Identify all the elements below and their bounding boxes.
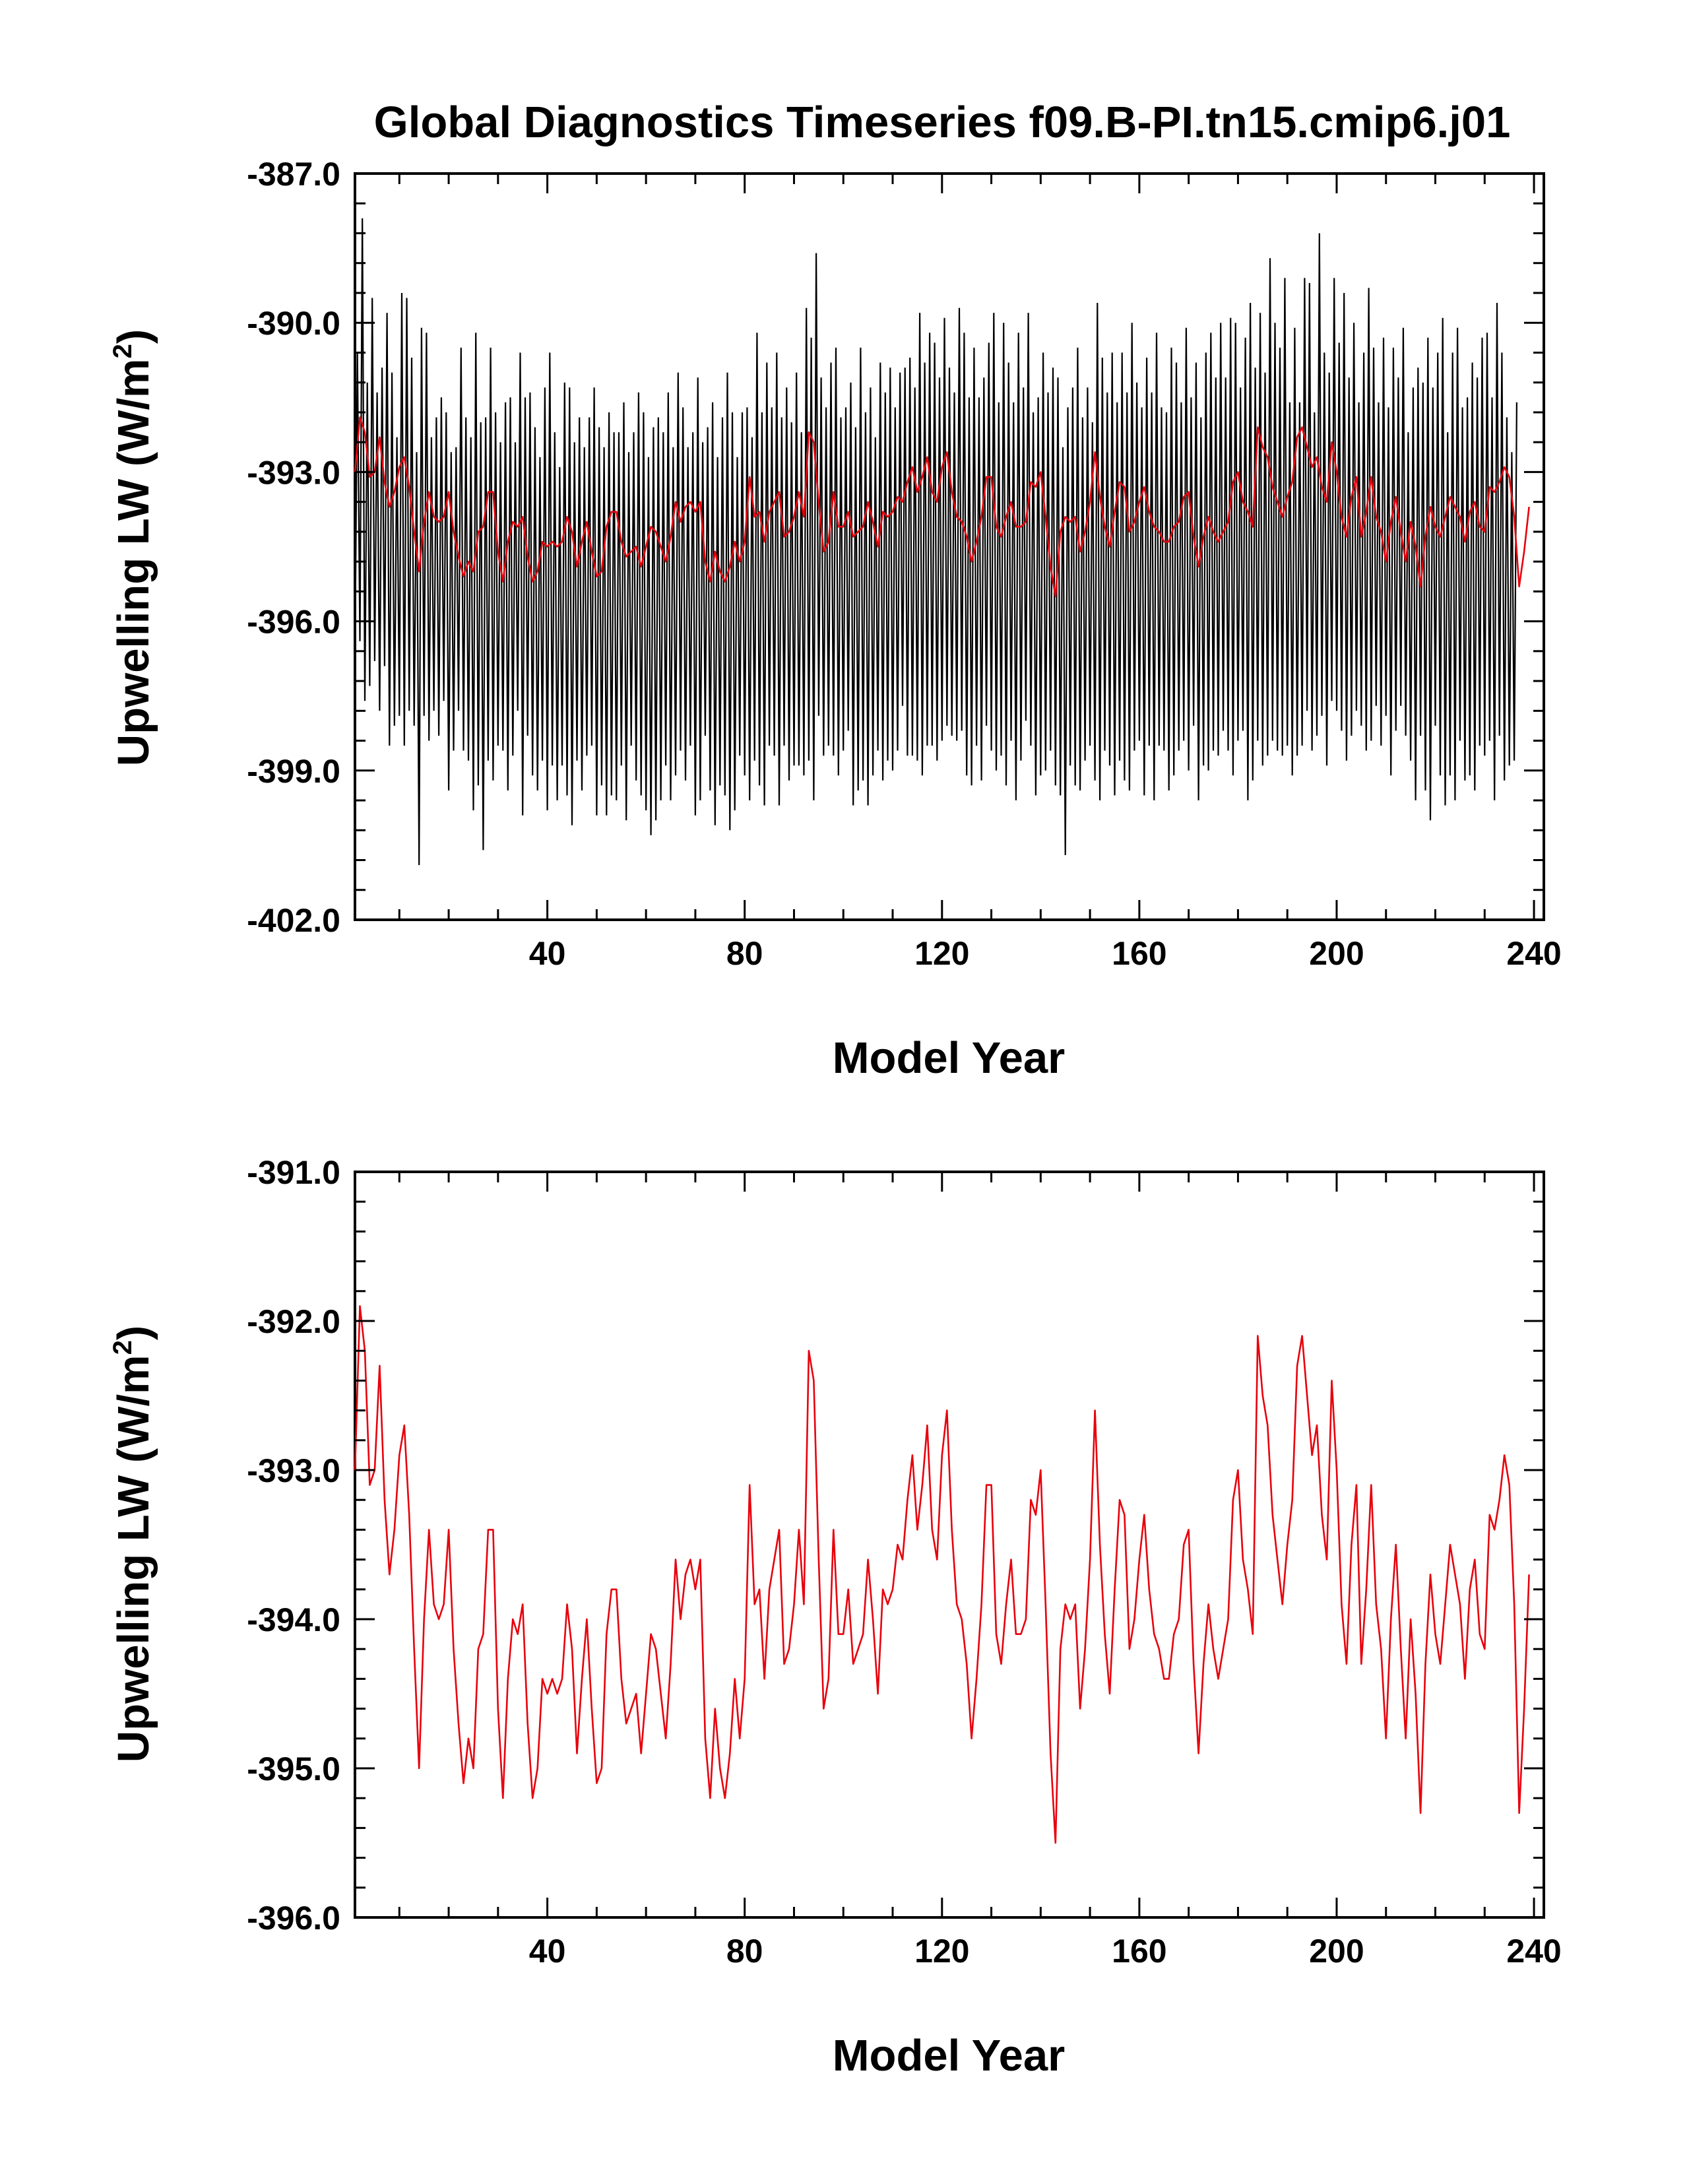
x-axis-label-bottom: Model Year (833, 2031, 1066, 2080)
x-tick-label: 80 (726, 1933, 763, 1970)
y-tick-label: -390.0 (247, 305, 340, 342)
x-tick-label: 240 (1506, 1933, 1561, 1970)
y-tick-label: -391.0 (247, 1154, 340, 1191)
axes-top: 40 80 120 160 200 240 -387.0 -390.0 -393.0 -396.0… (247, 156, 1562, 972)
y-tick-label: -393.0 (247, 454, 340, 491)
x-tick-label: 200 (1309, 1933, 1364, 1970)
x-tick-label: 120 (914, 935, 969, 972)
x-tick-label: 80 (726, 935, 763, 972)
y-tick-label: -387.0 (247, 156, 340, 193)
y-tick-label: -396.0 (247, 604, 340, 641)
y-tick-label: -399.0 (247, 753, 340, 790)
y-axis-label-top-text: Upwelling LW (W/m (109, 358, 158, 766)
y-tick-label: -395.0 (247, 1750, 340, 1787)
y-axis-label-bottom-text: Upwelling LW (W/m (109, 1355, 158, 1762)
y-tick-label: -392.0 (247, 1303, 340, 1340)
x-tick-label: 40 (529, 1933, 566, 1970)
y-tick-label: -396.0 (247, 1900, 340, 1937)
series-monthly-line (354, 218, 1517, 866)
y-tick-label: -402.0 (247, 902, 340, 939)
x-tick-label: 200 (1309, 935, 1364, 972)
x-tick-label: 160 (1112, 935, 1166, 972)
y-axis-label-bottom-close: ) (109, 1326, 158, 1340)
plot-area-top (354, 218, 1530, 866)
x-axis-label-top: Model Year (833, 1033, 1066, 1083)
panel-bottom: 40 80 120 160 200 240 -391.0 -392.0 -393.0 -394.0… (108, 1154, 1562, 2080)
y-axis-label-bottom-sup: 2 (108, 1340, 137, 1355)
plot-frame-top (354, 172, 1545, 921)
y-axis-label-top: Upwelling LW (W/m2) (108, 329, 158, 766)
y-axis-label-top-sup: 2 (108, 344, 137, 358)
y-tick-label: -393.0 (247, 1452, 340, 1489)
x-tick-label: 120 (914, 1933, 969, 1970)
y-tick-label: -394.0 (247, 1601, 340, 1638)
series-annual-mean-line (354, 1305, 1530, 1844)
panel-top: 40 80 120 160 200 240 -387.0 -390.0 -393.0 -396.0… (108, 156, 1562, 1083)
x-tick-label: 160 (1112, 1933, 1166, 1970)
x-tick-label: 40 (529, 935, 566, 972)
chart-title: Global Diagnostics Timeseries f09.B-PI.t… (374, 98, 1511, 147)
axes-bottom: 40 80 120 160 200 240 -391.0 -392.0 -393.0 -394.0… (247, 1154, 1562, 1970)
plot-area-bottom (354, 1305, 1530, 1844)
y-axis-label-bottom: Upwelling LW (W/m2) (108, 1326, 158, 1762)
x-tick-label: 240 (1506, 935, 1561, 972)
y-axis-label-top-close: ) (109, 329, 158, 344)
series-annual-mean-line (354, 416, 1530, 598)
plot-frame-bottom (354, 1171, 1545, 1919)
